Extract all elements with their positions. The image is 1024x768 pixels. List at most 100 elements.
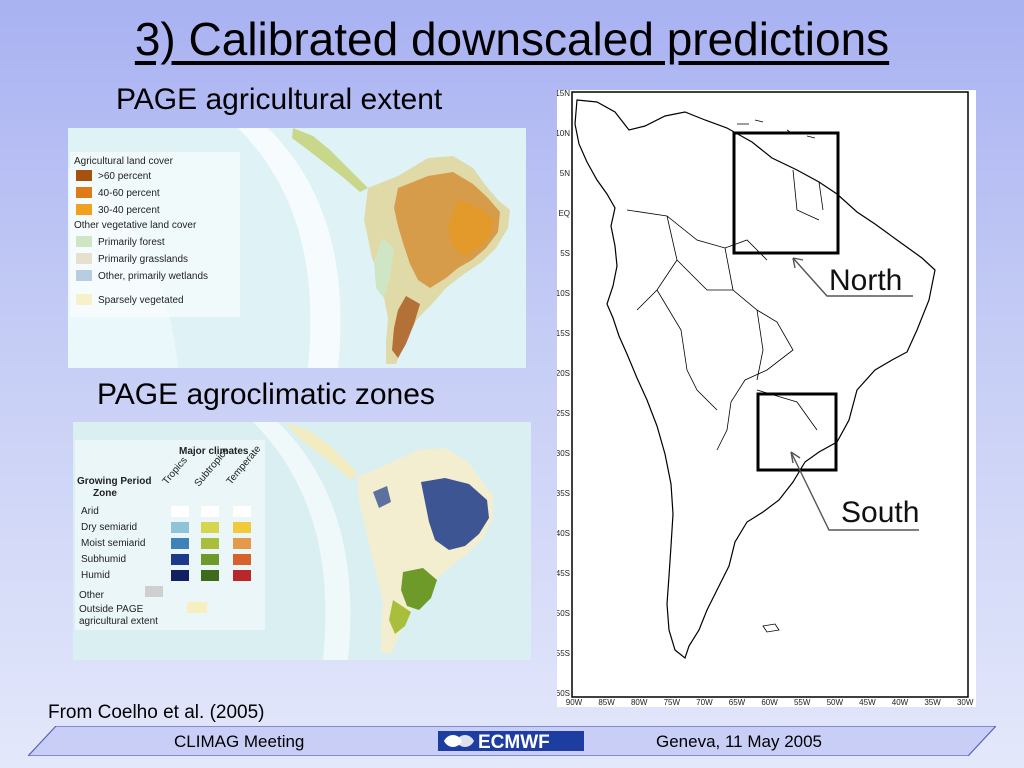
zone-row-arid: Arid [81, 506, 99, 517]
legend-label-sparse: Sparsely vegetated [98, 295, 184, 306]
lat-tick-label: 5N [560, 169, 570, 178]
zones-legend: Major climates Growing Period Zone Tropi… [75, 440, 265, 630]
lat-tick-label: 15S [557, 329, 570, 338]
lon-tick-label: 65W [729, 698, 746, 707]
legend-swatch-wetlands [76, 270, 92, 281]
extent-legend: Agricultural land cover >60 percent 40-6… [70, 152, 240, 317]
subtitle-agricultural-extent: PAGE agricultural extent [116, 83, 443, 116]
citation: From Coelho et al. (2005) [48, 702, 265, 723]
lon-tick-label: 35W [924, 698, 941, 707]
map-frame [571, 91, 969, 698]
zone-row-dry-semiarid: Dry semiarid [81, 522, 138, 533]
logo-text: ECMWF [478, 732, 550, 753]
lon-tick-label: 75W [664, 698, 681, 707]
zones-legend-heading: Major climates [179, 446, 249, 457]
lat-tick-label: 5S [560, 249, 570, 258]
south-label: South [841, 496, 919, 529]
lon-tick-label: 55W [794, 698, 811, 707]
zone-swatch [201, 522, 219, 533]
lon-tick-label: 50W [827, 698, 844, 707]
zone-swatch [233, 522, 251, 533]
zone-row-other: Other [79, 590, 105, 601]
agroclimatic-zones-map: Major climates Growing Period Zone Tropi… [73, 422, 531, 660]
lat-tick-label: 10S [557, 289, 570, 298]
zone-swatch [171, 538, 189, 549]
lat-tick-label: 30S [557, 449, 570, 458]
lat-tick-label: 15N [557, 90, 570, 98]
country-borders [626, 169, 824, 451]
lon-tick-label: 45W [859, 698, 876, 707]
legend-label-30-40: 30-40 percent [98, 205, 160, 216]
zone-swatch [233, 554, 251, 565]
legend-label-forest: Primarily forest [98, 237, 165, 248]
lon-tick-label: 70W [696, 698, 713, 707]
zone-swatch [171, 554, 189, 565]
lat-tick-label: 35S [557, 489, 570, 498]
zone-swatch [201, 570, 219, 581]
ecmwf-logo-graphic: ECMWF [438, 731, 584, 753]
lat-tick-label: 50S [557, 609, 570, 618]
zone-row-outside-2: agricultural extent [79, 616, 158, 627]
legend-swatch-gt60 [76, 170, 92, 181]
subtitle-agroclimatic-zones: PAGE agroclimatic zones [97, 378, 435, 411]
lat-tick-label: 10N [557, 129, 570, 138]
legend-label-wetlands: Other, primarily wetlands [98, 271, 209, 282]
lon-tick-label: 80W [631, 698, 648, 707]
zone-swatch-outside [187, 602, 207, 613]
lat-tick-label: 45S [557, 569, 570, 578]
legend-swatch-40-60 [76, 187, 92, 198]
region-outline-map: 15N 10N 5N EQ 5S 10S 15S 20S 25S 30S 35S 40S 45S 50S 5… [557, 90, 976, 707]
south-callout-arrow [790, 451, 919, 531]
zone-swatch-other [145, 586, 163, 597]
zone-swatch [233, 538, 251, 549]
zone-swatch [171, 506, 189, 517]
lon-tick-label: 90W [566, 698, 583, 707]
north-label: North [829, 264, 902, 297]
zone-row-moist-semiarid: Moist semiarid [81, 538, 146, 549]
legend-label-40-60: 40-60 percent [98, 188, 160, 199]
north-callout-arrow [792, 257, 913, 297]
zones-row-heading-2: Zone [93, 488, 117, 499]
lon-tick-label: 30W [957, 698, 974, 707]
lat-tick-label: 20S [557, 369, 570, 378]
lon-tick-label: 60W [761, 698, 778, 707]
lat-tick-label: 25S [557, 409, 570, 418]
north-arrowhead [792, 257, 804, 269]
legend-swatch-forest [76, 236, 92, 247]
longitude-tick-labels: 90W 85W 80W 75W 70W 65W 60W 55W 50W 45W 40W 35W 30W [566, 698, 974, 707]
zone-swatch [171, 522, 189, 533]
legend-swatch-30-40 [76, 204, 92, 215]
extent-legend-heading: Agricultural land cover [74, 156, 173, 167]
falkland-islands [762, 623, 780, 633]
agricultural-extent-map: Agricultural land cover >60 percent 40-6… [68, 128, 526, 368]
south-region-box [756, 392, 838, 472]
legend-swatch-sparse [76, 294, 92, 305]
ecmwf-logo: ECMWF [438, 729, 586, 753]
zone-swatch [201, 506, 219, 517]
legend-swatch-grasslands [76, 253, 92, 264]
zone-row-humid: Humid [81, 570, 110, 581]
zone-swatch [201, 538, 219, 549]
lon-tick-label: 85W [598, 698, 615, 707]
footer-meeting: CLIMAG Meeting [174, 732, 305, 751]
zones-map-graphic [253, 422, 493, 660]
latitude-tick-labels: 15N 10N 5N EQ 5S 10S 15S 20S 25S 30S 35S 40S 45S 50S 5… [557, 90, 570, 698]
footer-date: Geneva, 11 May 2005 [656, 732, 823, 751]
zone-swatch [233, 506, 251, 517]
continent-outline [574, 99, 936, 660]
zone-row-outside-1: Outside PAGE [79, 604, 144, 615]
lat-tick-label: 40S [557, 529, 570, 538]
legend-label-grasslands: Primarily grasslands [98, 254, 189, 265]
north-region-box [732, 131, 840, 255]
zones-row-heading-1: Growing Period [77, 476, 152, 487]
zone-swatch [171, 570, 189, 581]
column-tropics: Tropics [160, 455, 190, 487]
lat-tick-label: EQ [558, 209, 570, 218]
south-arrowhead [790, 451, 801, 464]
lat-tick-label: 60S [557, 689, 570, 698]
extent-legend-heading2: Other vegetative land cover [74, 220, 197, 231]
footer-bar: CLIMAG Meeting ECMWF Geneva, 11 May 2005 [28, 726, 996, 756]
caribbean-islands [737, 119, 816, 139]
lat-tick-label: 55S [557, 649, 570, 658]
slide-title: 3) Calibrated downscaled predictions [134, 13, 890, 65]
